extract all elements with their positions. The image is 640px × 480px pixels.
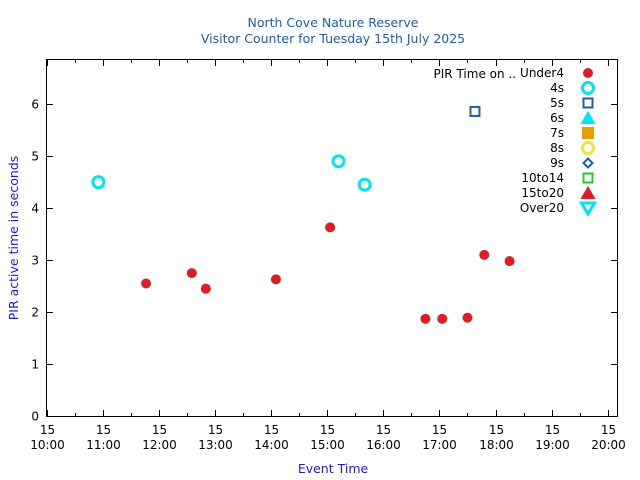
x-tick-label-top: 15 [489,423,504,437]
legend-marker-8s [581,141,595,155]
legend-marker-under4 [583,68,593,78]
legend-label: 9s [550,156,564,170]
x-tick-label-top: 15 [208,423,223,437]
x-tick-label-bottom: 18:00 [479,438,514,452]
data-point-under4 [270,274,281,285]
legend-marker-7s [582,127,594,139]
data-point-under4 [437,313,448,324]
legend-marker-over20 [578,201,598,217]
y-tick-label: 6 [31,98,39,112]
x-tick-label-bottom: 16:00 [366,438,401,452]
data-point-under4 [186,268,197,279]
legend-label: 8s [550,141,564,155]
x-tick-label-bottom: 19:00 [535,438,570,452]
x-tick-label-top: 15 [96,423,111,437]
chart-subtitle: Visitor Counter for Tuesday 15th July 20… [201,31,465,46]
legend-label: 4s [550,81,564,95]
x-tick-label-bottom: 10:00 [30,438,65,452]
y-tick-label: 3 [31,254,39,268]
legend-marker-10to14 [582,172,594,184]
legend-label: 7s [550,126,564,140]
legend-marker-5s [582,97,594,109]
x-tick-label-bottom: 15:00 [310,438,345,452]
x-axis-label: Event Time [298,461,369,476]
x-tick-label-bottom: 13:00 [198,438,233,452]
y-tick-label: 2 [31,306,39,320]
y-tick-label: 4 [31,202,39,216]
y-tick-label: 0 [31,410,39,424]
data-point-under4 [462,312,473,323]
x-tick-label-top: 15 [601,423,616,437]
x-tick-label-bottom: 12:00 [142,438,177,452]
legend-marker-15to20 [580,186,596,199]
x-axis: 1510:001511:001512:001513:001514:001515:… [30,60,626,452]
legend-label: 15to20 [521,186,564,200]
y-tick-label: 5 [31,150,39,164]
legend-title: PIR Time on .. [434,67,517,81]
x-tick-label-top: 15 [264,423,279,437]
data-point-4s [331,154,346,169]
plot-area [46,59,618,417]
x-tick-label-bottom: 20:00 [591,438,626,452]
data-point-5s [469,105,481,117]
x-tick-label-top: 15 [545,423,560,437]
legend-label: Over20 [520,201,564,215]
x-tick-label-top: 15 [152,423,167,437]
data-point-4s [357,177,372,192]
x-tick-label-bottom: 17:00 [422,438,457,452]
y-axis-label: PIR active time in seconds [6,156,21,321]
data-point-under4 [420,313,431,324]
x-tick-label-top: 15 [432,423,447,437]
x-tick-label-top: 15 [320,423,335,437]
x-tick-label-bottom: 11:00 [86,438,121,452]
x-tick-label-top: 15 [40,423,55,437]
chart-title: North Cove Nature Reserve [248,15,419,30]
data-points [91,105,515,324]
x-tick-label-bottom: 14:00 [254,438,289,452]
data-point-under4 [479,249,490,260]
legend-label: 6s [550,111,564,125]
legend-label: 10to14 [521,171,564,185]
data-point-4s [91,175,106,190]
data-point-under4 [200,283,211,294]
legend-marker-9s [582,157,594,169]
data-point-under4 [504,256,515,267]
data-point-under4 [141,278,152,289]
legend-marker-6s [580,111,596,124]
legend-marker-4s [581,81,595,95]
y-tick-label: 1 [31,358,39,372]
y-axis: 0 1 2 3 4 5 6 [31,98,617,424]
data-point-under4 [325,222,336,233]
legend-label: Under4 [520,66,564,80]
legend: PIR Time on .. Under44s5s6s7s8s9s10to141… [434,66,598,217]
x-tick-label-top: 15 [376,423,391,437]
legend-label: 5s [550,96,564,110]
